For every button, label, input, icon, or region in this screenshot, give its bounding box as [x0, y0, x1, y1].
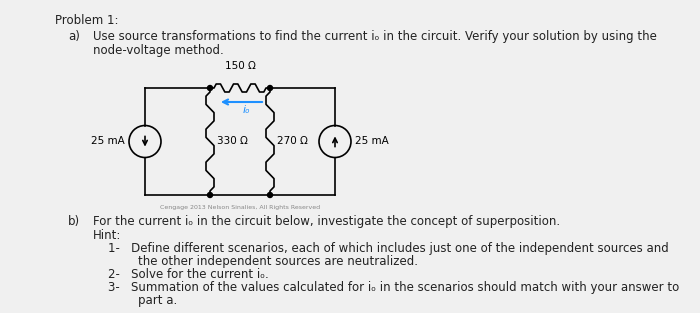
Text: node-voltage method.: node-voltage method.: [93, 44, 224, 57]
Circle shape: [207, 85, 213, 90]
Text: a): a): [68, 30, 80, 43]
Text: 1-   Define different scenarios, each of which includes just one of the independ: 1- Define different scenarios, each of w…: [108, 242, 668, 255]
Circle shape: [267, 192, 272, 198]
Text: 2-   Solve for the current iₒ.: 2- Solve for the current iₒ.: [108, 268, 269, 281]
Text: For the current iₒ in the circuit below, investigate the concept of superpositio: For the current iₒ in the circuit below,…: [93, 215, 560, 228]
Text: Problem 1:: Problem 1:: [55, 14, 118, 27]
Text: part a.: part a.: [108, 294, 177, 307]
Text: Use source transformations to find the current iₒ in the circuit. Verify your so: Use source transformations to find the c…: [93, 30, 657, 43]
Text: 330 Ω: 330 Ω: [217, 136, 248, 146]
Circle shape: [207, 192, 213, 198]
Text: the other independent sources are neutralized.: the other independent sources are neutra…: [108, 255, 418, 268]
Text: 25 mA: 25 mA: [91, 136, 125, 146]
Text: b): b): [68, 215, 80, 228]
Text: Cengage 2013 Nelson Sinalies, All Rights Reserved: Cengage 2013 Nelson Sinalies, All Rights…: [160, 205, 320, 210]
Circle shape: [267, 85, 272, 90]
Text: iₒ: iₒ: [243, 105, 251, 115]
Text: 150 Ω: 150 Ω: [225, 61, 256, 71]
Text: 3-   Summation of the values calculated for iₒ in the scenarios should match wit: 3- Summation of the values calculated fo…: [108, 281, 679, 294]
Text: 270 Ω: 270 Ω: [277, 136, 308, 146]
Text: 25 mA: 25 mA: [355, 136, 388, 146]
Text: Hint:: Hint:: [93, 229, 121, 242]
